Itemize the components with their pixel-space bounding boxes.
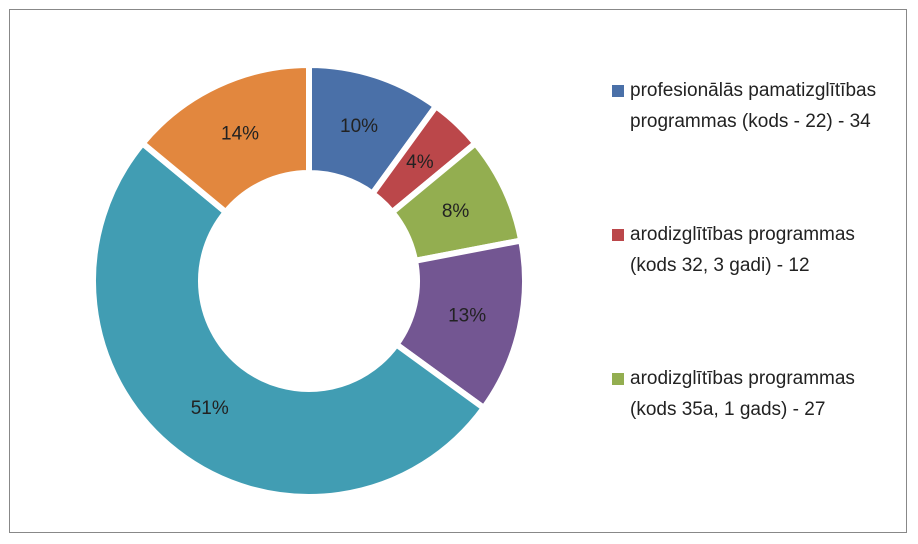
legend-label: profesionālās pamatizglītības programmas… (630, 80, 877, 132)
data-label: 13% (448, 305, 486, 326)
data-label: 14% (221, 123, 259, 144)
legend-swatch (612, 373, 624, 385)
legend-swatch (612, 229, 624, 241)
data-label: 4% (406, 152, 434, 173)
data-label: 51% (191, 398, 229, 419)
donut-slice (138, 61, 312, 217)
legend-swatch (612, 85, 624, 97)
donut-slice (90, 139, 488, 500)
data-label: 8% (442, 201, 470, 222)
data-label: 10% (340, 116, 378, 137)
legend-entry: arodizglītības programmas (kods 32, 3 ga… (612, 219, 894, 281)
legend-entry: profesionālās pamatizglītības programmas… (612, 75, 894, 137)
chart-frame (9, 9, 907, 533)
legend-label: arodizglītības programmas (kods 35a, 1 g… (630, 368, 855, 420)
legend-entry: arodizglītības programmas (kods 35a, 1 g… (612, 363, 894, 425)
legend-label: arodizglītības programmas (kods 32, 3 ga… (630, 224, 855, 276)
